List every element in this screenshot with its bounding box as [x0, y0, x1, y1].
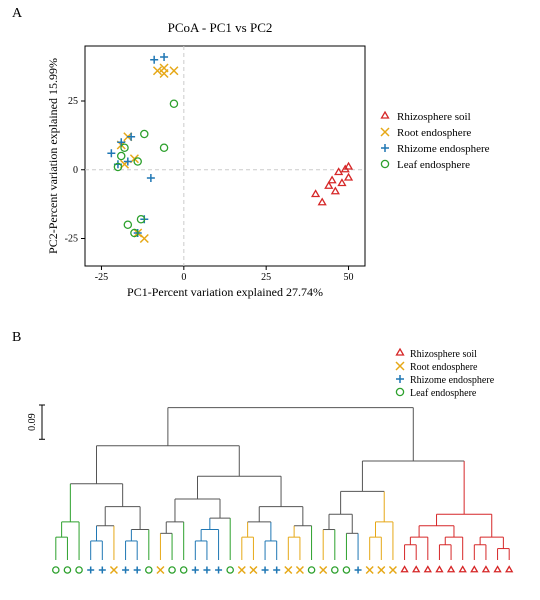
svg-text:25: 25: [261, 272, 271, 283]
panel-b-label: B: [12, 330, 21, 346]
svg-text:Root endosphere: Root endosphere: [410, 362, 478, 373]
dendrogram: 0.09 Rhizosphere soil Root endosphere Rhizo…: [20, 345, 520, 585]
svg-text:-25: -25: [65, 234, 78, 245]
svg-text:25: 25: [68, 96, 78, 107]
svg-text:Rhizosphere soil: Rhizosphere soil: [397, 111, 471, 123]
svg-text:Rhizome endosphere: Rhizome endosphere: [397, 143, 490, 155]
svg-text:Rhizome endosphere: Rhizome endosphere: [410, 375, 495, 386]
svg-text:0.09: 0.09: [27, 413, 38, 431]
chart-title: PCoA - PC1 vs PC2: [80, 20, 360, 36]
svg-text:50: 50: [344, 272, 354, 283]
svg-text:PC2-Percent variation explaine: PC2-Percent variation explained 15.99%: [46, 58, 60, 254]
svg-text:Leaf endosphere: Leaf endosphere: [410, 388, 477, 399]
svg-text:Leaf endosphere: Leaf endosphere: [397, 159, 470, 171]
svg-text:PC1-Percent variation explaine: PC1-Percent variation explained 27.74%: [127, 285, 323, 299]
svg-text:0: 0: [73, 165, 78, 176]
svg-text:0: 0: [181, 272, 186, 283]
svg-text:Root endosphere: Root endosphere: [397, 127, 471, 139]
panel-a-label: A: [12, 6, 22, 22]
pcoa-chart: PCoA - PC1 vs PC2 -25 0 25 50 -25 0 25 PC1-Perc…: [40, 20, 520, 310]
svg-text:Rhizosphere soil: Rhizosphere soil: [410, 349, 477, 360]
svg-text:-25: -25: [95, 272, 108, 283]
